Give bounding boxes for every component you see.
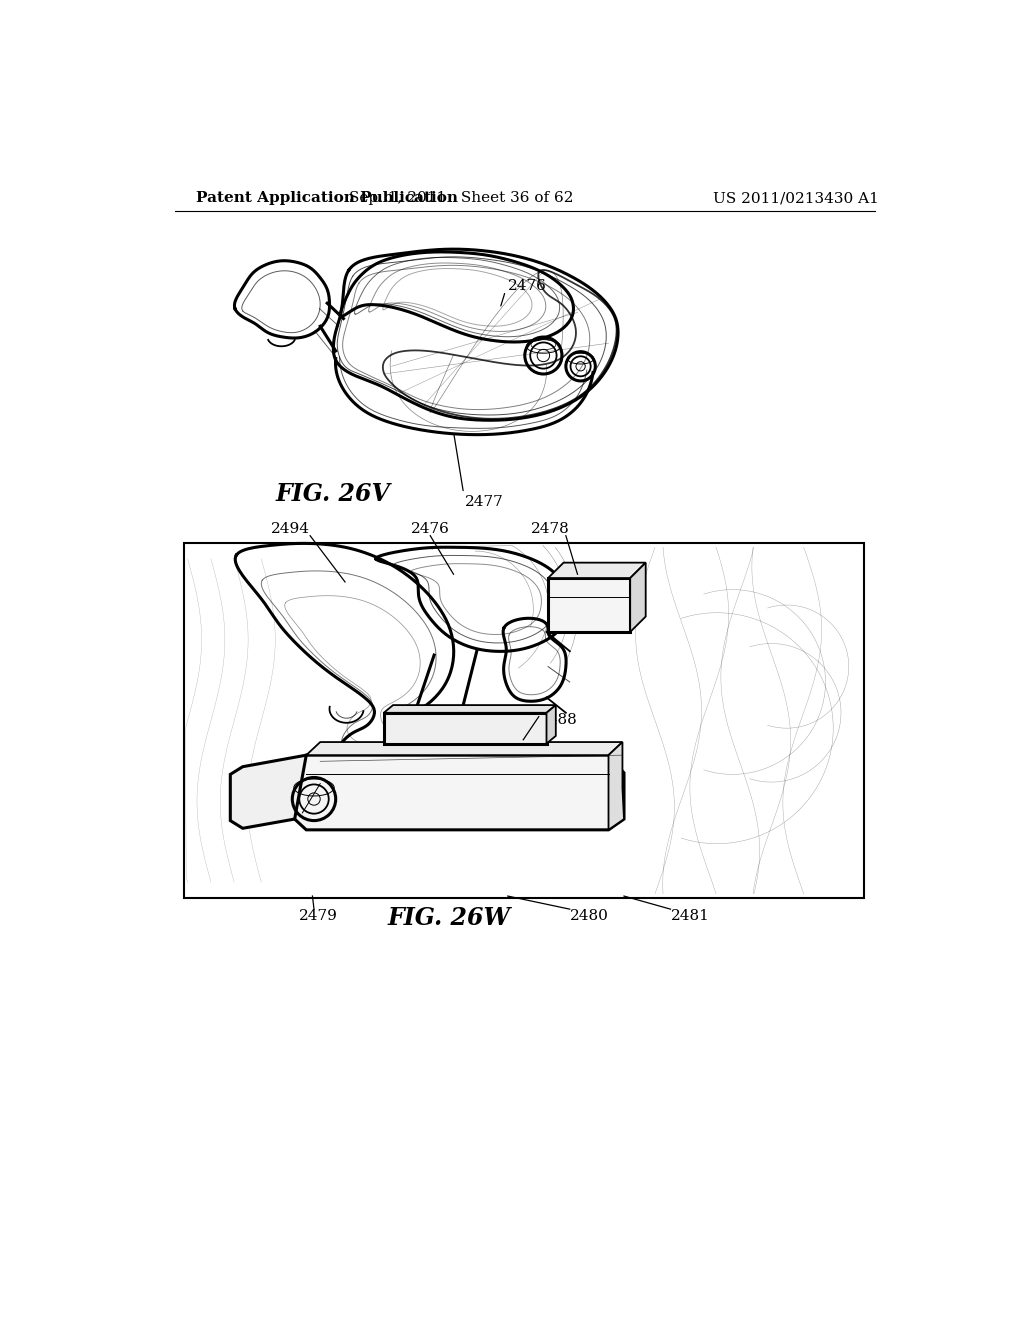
- Polygon shape: [548, 562, 646, 578]
- Polygon shape: [384, 705, 556, 713]
- Text: Sep. 1, 2011   Sheet 36 of 62: Sep. 1, 2011 Sheet 36 of 62: [349, 191, 573, 206]
- Text: 2477: 2477: [465, 495, 504, 510]
- Polygon shape: [630, 562, 646, 632]
- Polygon shape: [306, 742, 623, 755]
- Text: 2480: 2480: [569, 909, 608, 923]
- Polygon shape: [547, 705, 556, 743]
- Text: 2478: 2478: [531, 521, 569, 536]
- Text: US 2011/0213430 A1: US 2011/0213430 A1: [713, 191, 879, 206]
- Polygon shape: [608, 742, 624, 830]
- Text: 2488: 2488: [539, 713, 578, 727]
- Text: 2481: 2481: [671, 909, 710, 923]
- Text: 2476: 2476: [508, 279, 547, 293]
- Polygon shape: [548, 578, 630, 632]
- Text: 2479: 2479: [299, 909, 337, 923]
- Text: 2476: 2476: [411, 521, 450, 536]
- Text: FIG. 26V: FIG. 26V: [275, 482, 390, 506]
- Text: Patent Application Publication: Patent Application Publication: [197, 191, 458, 206]
- Polygon shape: [295, 755, 624, 830]
- Polygon shape: [384, 713, 547, 743]
- Text: FIG. 26W: FIG. 26W: [388, 906, 511, 929]
- Text: 2494: 2494: [271, 521, 310, 536]
- Bar: [183, 544, 864, 898]
- Polygon shape: [230, 755, 306, 829]
